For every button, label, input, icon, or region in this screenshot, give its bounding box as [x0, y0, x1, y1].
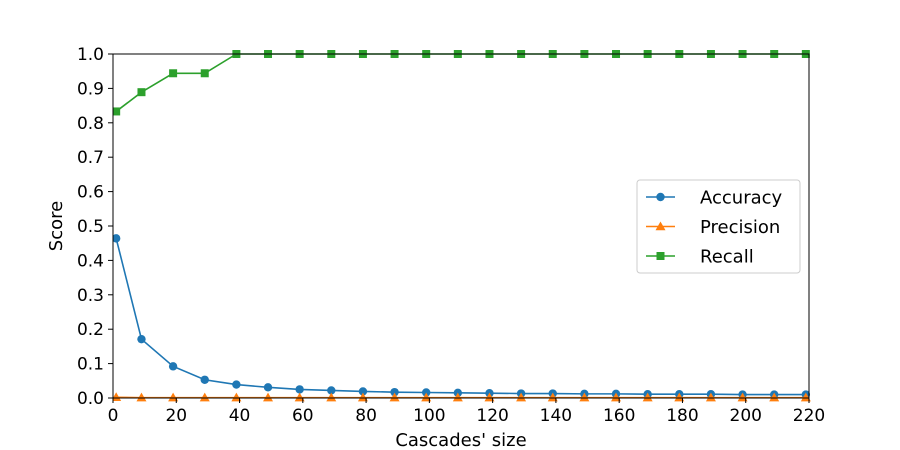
- x-tick-label: 140: [540, 406, 572, 426]
- data-point-recall: [169, 69, 178, 78]
- y-tick-label: 0.1: [77, 355, 104, 375]
- data-point-precision: [737, 392, 748, 402]
- data-point-accuracy: [358, 387, 368, 396]
- data-point-recall: [113, 107, 121, 116]
- y-tick-label: 0.3: [77, 286, 104, 306]
- data-point-precision: [421, 392, 432, 402]
- x-tick-label: 0: [108, 406, 119, 426]
- data-point-accuracy: [390, 387, 399, 397]
- x-tick-label: 80: [355, 406, 377, 426]
- data-point-precision: [484, 392, 495, 402]
- legend-marker: [656, 192, 665, 202]
- data-point-precision: [547, 392, 558, 402]
- data-point-precision: [611, 392, 622, 402]
- data-point-precision: [199, 392, 210, 402]
- data-point-precision: [674, 392, 685, 402]
- series-line-recall: [115, 53, 806, 113]
- legend-label: Precision: [700, 217, 780, 238]
- x-axis-title: Cascades' size: [395, 430, 526, 450]
- y-tick-label: 1.0: [77, 45, 104, 65]
- data-point-precision: [389, 392, 400, 402]
- y-tick-label: 0.9: [77, 79, 104, 99]
- x-tick-label: 200: [730, 406, 762, 426]
- data-point-precision: [263, 392, 274, 402]
- legend-marker: [655, 221, 666, 231]
- x-tick-label: 60: [292, 406, 314, 426]
- y-tick-label: 0.5: [77, 217, 104, 237]
- data-point-accuracy: [295, 385, 304, 394]
- legend-marker: [656, 252, 665, 260]
- axes-layer: 0 20 40 60 80 100 120 140 160 180 200 220 0.0 0.1 0.2 0…: [46, 45, 825, 450]
- x-tick-label: 100: [413, 406, 445, 426]
- data-point-accuracy: [113, 234, 121, 243]
- data-point-precision: [516, 392, 527, 402]
- data-point-precision: [231, 392, 242, 402]
- y-axis-title: Score: [46, 201, 67, 251]
- y-tick-label: 0.0: [77, 389, 104, 409]
- data-point-precision: [136, 392, 147, 402]
- data-point-precision: [168, 392, 179, 402]
- data-point-accuracy: [263, 383, 273, 392]
- y-tick-label: 0.6: [77, 183, 104, 203]
- data-point-recall: [200, 69, 209, 78]
- legend-item-recall: Recall: [646, 247, 754, 268]
- data-point-accuracy: [200, 375, 209, 384]
- y-tick-label: 0.8: [77, 114, 104, 134]
- legend: Accuracy Precision Recall: [636, 179, 801, 274]
- data-point-precision: [113, 392, 122, 402]
- data-point-recall: [137, 88, 146, 97]
- legend-label: Accuracy: [700, 188, 783, 209]
- data-point-precision: [326, 392, 337, 402]
- data-point-precision: [357, 392, 368, 402]
- y-tick-label: 0.7: [77, 148, 104, 168]
- data-point-precision: [705, 392, 716, 402]
- data-point-precision: [642, 392, 653, 402]
- data-point-precision: [800, 392, 811, 402]
- x-tick-label: 40: [229, 406, 251, 426]
- data-point-accuracy: [422, 388, 431, 397]
- x-tick-label: 180: [666, 406, 698, 426]
- x-tick-label: 160: [603, 406, 635, 426]
- x-tick-label: 220: [793, 406, 825, 426]
- data-point-accuracy: [137, 334, 146, 344]
- data-point-precision: [769, 392, 780, 402]
- series-recall: [113, 50, 810, 116]
- data-point-precision: [579, 392, 590, 402]
- legend-box: [636, 179, 801, 274]
- data-point-precision: [294, 392, 305, 402]
- data-point-accuracy: [168, 362, 178, 371]
- x-tick-label: 120: [476, 406, 508, 426]
- data-point-accuracy: [232, 380, 241, 389]
- legend-item-accuracy: Accuracy: [646, 188, 783, 209]
- data-point-precision: [452, 392, 463, 402]
- y-tick-label: 0.4: [77, 251, 104, 271]
- data-point-accuracy: [327, 386, 336, 395]
- legend-label: Recall: [700, 247, 754, 268]
- legend-item-precision: Precision: [646, 217, 780, 238]
- y-tick-label: 0.2: [77, 320, 104, 340]
- x-tick-label: 20: [165, 406, 187, 426]
